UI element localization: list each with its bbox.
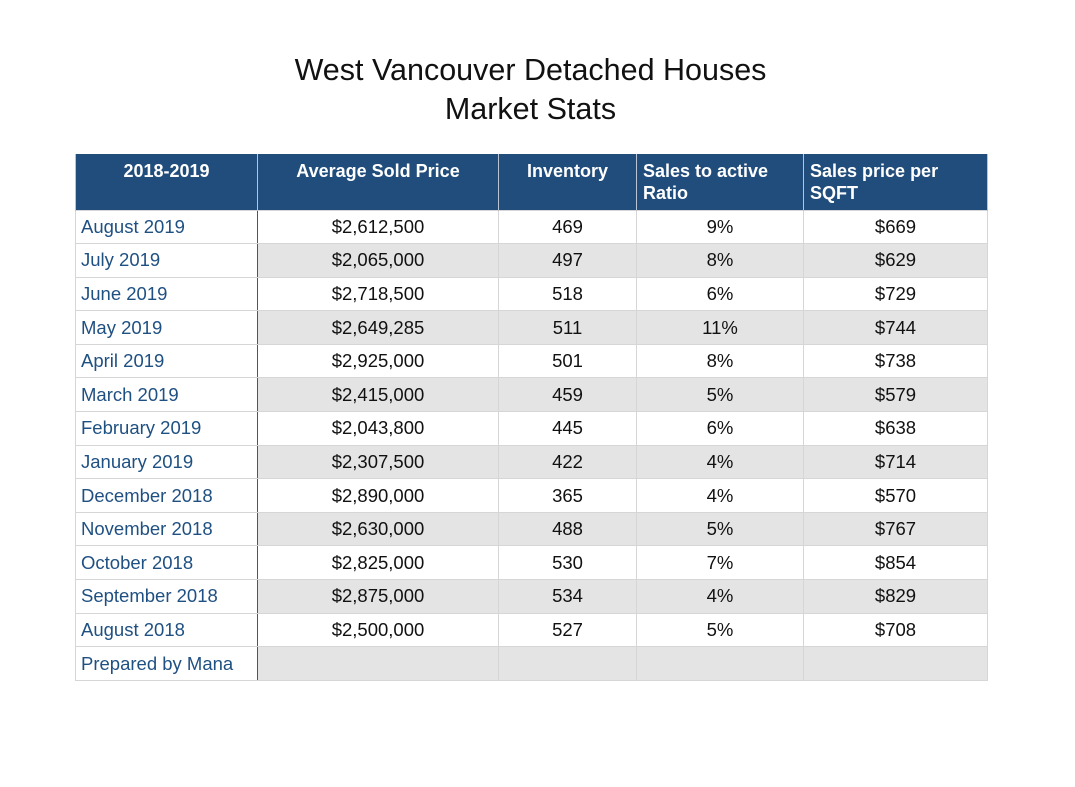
inventory-cell: 497 [498,243,637,278]
price-per-sqft-cell: $854 [803,545,988,581]
sales-ratio-cell: 4% [636,579,804,614]
sales-ratio-cell: 7% [636,545,804,581]
sales-ratio-cell: 5% [636,612,804,648]
table-row: January 2019 $2,307,500 422 4% $714 [75,444,988,480]
table-row: September 2018 $2,875,000 534 4% $829 [75,579,988,614]
inventory-cell: 445 [498,411,637,446]
table-header-row: 2018-2019 Average Sold Price Inventory S… [75,154,988,210]
price-per-sqft-cell: $629 [803,243,988,278]
footer-empty-cell [257,646,499,681]
sales-ratio-cell: 11% [636,310,804,345]
inventory-cell: 501 [498,343,637,379]
inventory-cell: 365 [498,478,637,513]
period-cell: May 2019 [75,310,258,345]
price-per-sqft-cell: $570 [803,478,988,513]
table-row: August 2019 $2,612,500 469 9% $669 [75,209,988,245]
average-sold-price-cell: $2,415,000 [257,377,499,413]
sales-ratio-cell: 9% [636,209,804,245]
period-cell: November 2018 [75,511,258,547]
sales-ratio-cell: 4% [636,444,804,480]
period-cell: August 2019 [75,209,258,245]
table-row: April 2019 $2,925,000 501 8% $738 [75,343,988,379]
table-row: March 2019 $2,415,000 459 5% $579 [75,377,988,413]
table-row: December 2018 $2,890,000 365 4% $570 [75,478,988,513]
inventory-cell: 534 [498,579,637,614]
price-per-sqft-cell: $708 [803,612,988,648]
period-cell: April 2019 [75,343,258,379]
footer-empty-cell [498,646,637,681]
table-row: August 2018 $2,500,000 527 5% $708 [75,612,988,648]
average-sold-price-cell: $2,043,800 [257,411,499,446]
inventory-cell: 422 [498,444,637,480]
average-sold-price-cell: $2,307,500 [257,444,499,480]
sales-ratio-cell: 8% [636,343,804,379]
prepared-by-cell: Prepared by Mana [75,646,258,681]
table-row: July 2019 $2,065,000 497 8% $629 [75,243,988,278]
price-per-sqft-cell: $579 [803,377,988,413]
price-per-sqft-cell: $729 [803,276,988,312]
average-sold-price-cell: $2,649,285 [257,310,499,345]
market-stats-table: 2018-2019 Average Sold Price Inventory S… [75,154,988,681]
sales-ratio-cell: 6% [636,411,804,446]
average-sold-price-cell: $2,825,000 [257,545,499,581]
header-sales-price-per-sqft: Sales price per SQFT [803,154,988,210]
average-sold-price-cell: $2,875,000 [257,579,499,614]
table-body: August 2019 $2,612,500 469 9% $669 July 2019 $… [75,209,988,681]
inventory-cell: 527 [498,612,637,648]
average-sold-price-cell: $2,630,000 [257,511,499,547]
page-title: West Vancouver Detached Houses Market St… [0,51,1061,129]
period-cell: June 2019 [75,276,258,312]
price-per-sqft-cell: $767 [803,511,988,547]
footer-empty-cell [636,646,804,681]
sales-ratio-cell: 6% [636,276,804,312]
sales-ratio-cell: 8% [636,243,804,278]
inventory-cell: 511 [498,310,637,345]
period-cell: March 2019 [75,377,258,413]
table-row: February 2019 $2,043,800 445 6% $638 [75,411,988,446]
inventory-cell: 488 [498,511,637,547]
period-cell: July 2019 [75,243,258,278]
footer-empty-cell [803,646,988,681]
table-footer-row: Prepared by Mana [75,646,988,681]
inventory-cell: 530 [498,545,637,581]
price-per-sqft-cell: $738 [803,343,988,379]
header-sales-to-active-ratio: Sales to active Ratio [636,154,804,210]
period-cell: September 2018 [75,579,258,614]
inventory-cell: 518 [498,276,637,312]
average-sold-price-cell: $2,612,500 [257,209,499,245]
average-sold-price-cell: $2,890,000 [257,478,499,513]
average-sold-price-cell: $2,925,000 [257,343,499,379]
header-inventory: Inventory [498,154,637,210]
header-period: 2018-2019 [75,154,258,210]
average-sold-price-cell: $2,500,000 [257,612,499,648]
average-sold-price-cell: $2,718,500 [257,276,499,312]
price-per-sqft-cell: $829 [803,579,988,614]
title-line-1: West Vancouver Detached Houses [294,53,767,87]
table-row: November 2018 $2,630,000 488 5% $767 [75,511,988,547]
price-per-sqft-cell: $714 [803,444,988,480]
period-cell: October 2018 [75,545,258,581]
inventory-cell: 459 [498,377,637,413]
average-sold-price-cell: $2,065,000 [257,243,499,278]
table-row: October 2018 $2,825,000 530 7% $854 [75,545,988,581]
sales-ratio-cell: 5% [636,511,804,547]
period-cell: January 2019 [75,444,258,480]
price-per-sqft-cell: $669 [803,209,988,245]
period-cell: December 2018 [75,478,258,513]
price-per-sqft-cell: $744 [803,310,988,345]
inventory-cell: 469 [498,209,637,245]
price-per-sqft-cell: $638 [803,411,988,446]
period-cell: February 2019 [75,411,258,446]
title-line-2: Market Stats [444,92,617,126]
period-cell: August 2018 [75,612,258,648]
sales-ratio-cell: 5% [636,377,804,413]
header-average-sold-price: Average Sold Price [257,154,499,210]
table-row: June 2019 $2,718,500 518 6% $729 [75,276,988,312]
table-row: May 2019 $2,649,285 511 11% $744 [75,310,988,345]
sales-ratio-cell: 4% [636,478,804,513]
